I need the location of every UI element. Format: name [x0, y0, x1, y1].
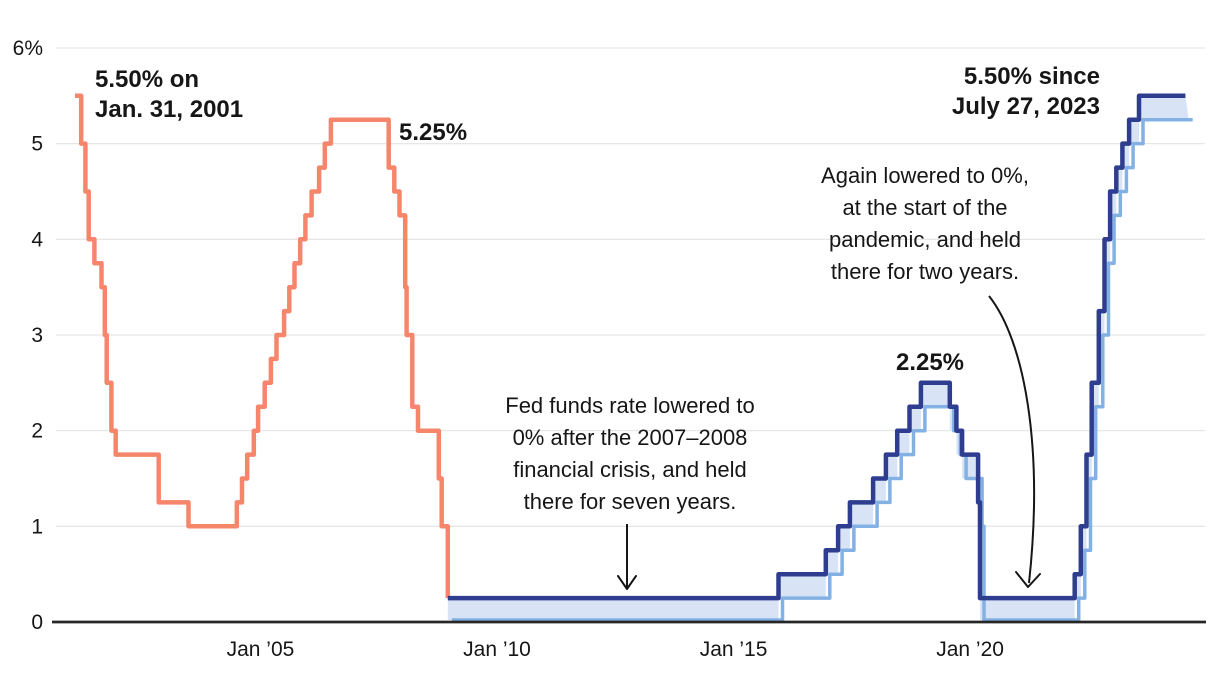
y-tick-label-6: 6%	[13, 37, 43, 60]
fed-funds-line-2001-2008	[75, 93, 451, 599]
financial-crisis-note: Fed funds rate lowered to 0% after the 20…	[505, 393, 754, 514]
current-rate-label: 5.50% since July 27, 2023	[952, 63, 1100, 120]
target-range-band	[447, 95, 1189, 621]
target-range-upper-line	[447, 93, 1186, 601]
y-tick-label-2: 2	[31, 420, 43, 443]
y-tick-label-4: 4	[31, 228, 43, 251]
pandemic-arrow	[988, 295, 1041, 588]
x-tick-label-2020: Jan ’20	[936, 638, 1004, 661]
y-tick-label-3: 3	[31, 324, 43, 347]
x-tick-label-2005: Jan ’05	[227, 638, 295, 661]
peak-2018-label: 2.25%	[896, 349, 964, 376]
y-tick-label-1: 1	[31, 515, 43, 538]
crisis-arrow	[617, 524, 637, 590]
pandemic-note: Again lowered to 0%, at the start of the p…	[821, 163, 1029, 284]
peak-2006-label: 5.25%	[399, 119, 467, 146]
x-tick-label-2010: Jan ’10	[463, 638, 531, 661]
start-rate-label: 5.50% on Jan. 31, 2001	[95, 66, 243, 123]
y-tick-label-0: 0	[31, 611, 43, 634]
x-tick-label-2015: Jan ’15	[700, 638, 768, 661]
y-tick-label-5: 5	[31, 133, 43, 156]
